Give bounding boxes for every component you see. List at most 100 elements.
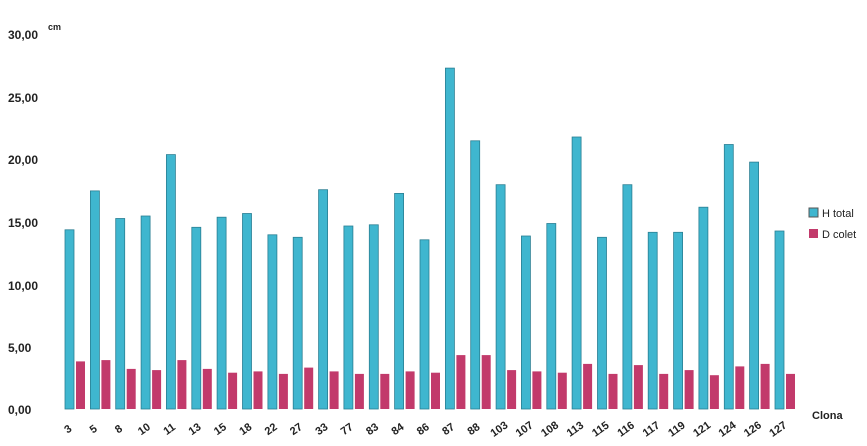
bar-d-colet [659,373,669,409]
x-tick-label: 116 [615,420,636,440]
y-axis-tick-labels: 0,00 5,00 10,00 15,00 20,00 25,00 30,00 … [8,22,61,417]
x-tick-label: 33 [313,421,330,438]
bar-h-total [698,206,709,410]
bar-d-colet [507,370,517,409]
x-tick-label: 10 [136,421,153,438]
bar-d-colet [329,371,339,409]
legend-label-d-colet: D colet [822,229,856,241]
bar-h-total [115,218,126,410]
bar-h-total [318,189,329,410]
bar-d-colet [735,366,745,409]
bar-d-colet [202,368,212,409]
bar-h-total [571,136,582,410]
bar-d-colet [152,370,162,409]
bar-d-colet [304,367,314,409]
bar-d-colet [456,355,466,409]
x-tick-label: 117 [641,420,662,440]
bar-d-colet [380,373,390,409]
legend-swatch-h-total [808,207,819,218]
legend-label-h-total: H total [822,208,854,220]
x-tick-label: 108 [539,419,561,439]
x-tick-label: 83 [364,421,381,438]
bar-d-colet [431,372,440,409]
x-tick-label: 127 [767,419,789,439]
bar-h-total [64,229,75,410]
x-tick-label: 126 [742,419,764,439]
y-tick-label: 25,00 [8,91,38,105]
bars-group [64,67,795,410]
bar-d-colet [583,363,593,409]
bar-d-colet [481,355,491,409]
bar-h-total [774,230,785,410]
x-tick-label: 15 [212,421,229,438]
bar-d-colet [76,361,85,409]
bar-d-colet [101,360,111,409]
bar-d-colet [405,371,415,409]
bar-h-total [140,215,151,410]
bar-h-total [723,144,734,410]
x-tick-label: 77 [339,421,356,438]
x-tick-label: 11 [161,421,177,438]
x-tick-label: 113 [565,420,586,440]
y-unit-label: cm [48,22,61,32]
legend-item-d-colet: D colet [809,229,856,241]
legend-swatch-d-colet [809,229,818,238]
y-tick-label: 15,00 [8,216,38,230]
bar-d-colet [760,363,770,409]
bar-h-total [292,236,303,410]
bar-h-total [495,184,506,410]
bar-h-total [597,236,607,410]
bar-d-colet [278,373,288,409]
bar-h-total [749,161,759,410]
x-tick-label: 18 [237,421,254,438]
bar-h-total [394,192,405,410]
bar-h-total [191,226,202,410]
x-tick-label: 119 [666,420,687,440]
x-tick-label: 87 [440,421,457,438]
bar-d-colet [608,373,618,409]
bar-h-total [216,216,227,410]
x-tick-label: 13 [187,421,204,438]
bar-h-total [343,225,354,410]
x-axis-category-labels: 3 5 8 10 11 13 15 18 22 27 33 77 83 84 86 87 88 103 107 108… [62,419,789,440]
bar-d-colet [684,370,694,409]
bar-d-colet [177,360,187,409]
bar-d-colet [126,368,136,409]
bar-d-colet [253,371,263,409]
bar-h-total [368,224,379,410]
y-tick-label: 5,00 [8,341,32,355]
x-tick-label: 115 [590,420,611,440]
x-tick-label: 22 [263,421,280,438]
bar-h-total [546,223,557,410]
bar-h-total [165,154,176,410]
x-tick-label: 8 [113,423,125,436]
bar-h-total [267,234,278,410]
bar-h-total [90,190,100,410]
bar-h-total [673,231,683,410]
bar-d-colet [354,373,364,409]
y-tick-label: 30,00 [8,28,38,42]
y-tick-label: 10,00 [8,279,38,293]
y-tick-label: 0,00 [8,403,32,417]
bar-d-colet [557,372,567,409]
x-tick-label: 3 [62,423,74,436]
y-tick-label: 20,00 [8,153,38,167]
x-tick-label: 124 [717,419,740,440]
x-tick-label: 107 [514,419,536,439]
x-tick-label: 27 [288,421,305,438]
bar-h-total [622,184,633,410]
legend-item-h-total: H total [808,207,854,220]
bar-d-colet [228,372,238,409]
bar-h-total [647,231,658,410]
x-tick-label: 84 [389,421,407,438]
bar-d-colet [532,371,542,409]
x-tick-label: 86 [415,421,432,438]
legend: H total D colet [808,207,856,241]
x-tick-label: 103 [488,419,510,439]
x-tick-label: 5 [88,423,100,436]
x-tick-label: 88 [466,421,483,438]
bar-d-colet [633,365,643,409]
x-axis-title: Clona [812,410,843,422]
bar-d-colet [709,375,719,409]
